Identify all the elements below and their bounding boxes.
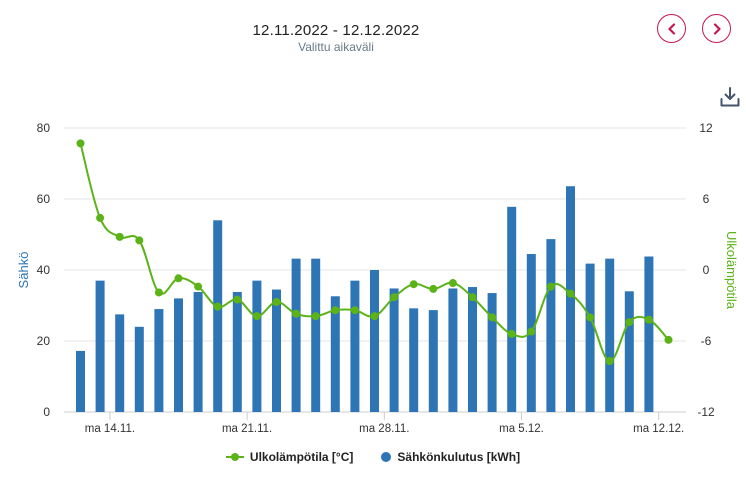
data-bar	[468, 287, 477, 412]
temperature-point	[468, 293, 477, 302]
temperature-point	[507, 329, 516, 338]
data-bar	[252, 280, 262, 412]
left-tick-label: 0	[43, 405, 50, 419]
data-bar	[566, 186, 575, 412]
temperature-point	[115, 232, 124, 241]
left-tick-label: 40	[37, 263, 51, 277]
temperature-point	[390, 293, 399, 302]
x-tick-label: ma 21.11.	[222, 423, 272, 435]
axes: 0 20 40 60 80 -12 -6 0 6 12 ma 14.11. ma 21.11. ma 2…	[37, 121, 715, 435]
left-tick-label: 60	[37, 192, 51, 206]
temperature-point	[252, 312, 261, 321]
previous-period-button[interactable]	[657, 14, 686, 43]
right-tick-label: -12	[697, 405, 715, 419]
x-tick-label: ma 28.11.	[359, 423, 409, 435]
temperature-point	[154, 288, 163, 297]
legend-item-temperature[interactable]: Ulkolämpötila [°C]	[225, 450, 354, 464]
temperature-point	[644, 315, 653, 324]
temperature-point	[76, 139, 85, 148]
data-bar	[134, 326, 144, 412]
temperature-point	[174, 274, 183, 283]
right-tick-label: 0	[703, 263, 710, 277]
data-bar	[370, 270, 379, 412]
data-bar	[272, 289, 281, 412]
chevron-left-icon	[667, 22, 675, 35]
chart-header: 12.11.2022 - 12.12.2022 Valittu aikaväli	[0, 22, 672, 54]
data-bar	[193, 292, 203, 412]
temperature-point	[96, 213, 105, 222]
temperature-point	[586, 313, 595, 322]
bar-marker-icon	[381, 452, 392, 462]
bar-series	[76, 186, 654, 412]
left-axis-title: Sähkö	[16, 252, 31, 289]
legend-label-consumption: Sähkönkulutus [kWh]	[397, 450, 521, 464]
data-bar	[115, 314, 125, 412]
data-bar	[605, 258, 615, 412]
temperature-point	[194, 282, 203, 291]
temperature-point	[233, 295, 242, 304]
temperature-point	[448, 279, 457, 288]
download-icon	[720, 87, 740, 107]
data-bar	[311, 258, 321, 412]
temperature-point	[350, 306, 359, 315]
temperature-point	[527, 327, 536, 336]
legend-label-temperature: Ulkolämpötila [°C]	[249, 450, 354, 464]
left-tick-label: 80	[37, 121, 51, 135]
temperature-point	[331, 306, 340, 315]
line-series	[76, 139, 673, 366]
data-bar	[585, 263, 595, 412]
temperature-point	[488, 313, 497, 322]
x-tick-label: ma 12.12.	[633, 423, 684, 435]
data-bar	[232, 292, 242, 412]
chevron-right-icon	[713, 22, 721, 35]
data-bar	[95, 280, 105, 412]
data-bar	[154, 309, 164, 412]
right-tick-label: -6	[701, 334, 712, 348]
data-bar	[174, 298, 183, 412]
next-period-button[interactable]	[702, 14, 731, 43]
date-range-title: 12.11.2022 - 12.12.2022	[252, 22, 420, 39]
temperature-point	[605, 357, 614, 366]
x-tick-label: ma 5.12.	[499, 423, 544, 435]
temperature-point	[546, 282, 555, 291]
temperature-point	[292, 309, 301, 318]
download-button[interactable]	[719, 86, 741, 108]
left-tick-label: 20	[37, 334, 51, 348]
temperature-point	[213, 302, 222, 311]
x-tick-label: ma 14.11.	[85, 423, 135, 435]
right-tick-label: 6	[703, 192, 710, 206]
data-bar	[330, 296, 340, 412]
data-bar	[644, 256, 654, 412]
data-bar	[350, 280, 360, 412]
data-bar	[546, 239, 556, 412]
data-bar	[487, 293, 497, 412]
temperature-point	[272, 297, 281, 306]
temperature-point	[625, 318, 634, 327]
temperature-point	[370, 312, 379, 321]
temperature-point	[566, 289, 575, 298]
temperature-point	[135, 236, 144, 245]
data-bar	[624, 291, 634, 412]
temperature-point	[409, 280, 418, 289]
data-bar	[76, 350, 85, 412]
data-bar	[389, 288, 399, 412]
chart-area: 0 20 40 60 80 -12 -6 0 6 12 ma 14.11. ma 21.11. ma 2…	[16, 121, 739, 435]
date-range-subtitle: Valittu aikaväli	[298, 40, 374, 54]
data-bar	[409, 308, 419, 412]
temperature-point	[429, 284, 438, 293]
temperature-point	[311, 312, 320, 321]
data-bar	[507, 206, 517, 412]
right-tick-label: 12	[699, 121, 713, 135]
line-marker-icon	[225, 453, 244, 461]
temperature-point	[664, 335, 673, 344]
right-axis-title: Ulkolämpötila	[724, 231, 739, 310]
data-bar	[448, 288, 458, 412]
data-bar	[428, 310, 438, 412]
data-bar	[213, 220, 223, 412]
data-bar	[291, 258, 301, 412]
legend-item-consumption[interactable]: Sähkönkulutus [kWh]	[381, 450, 520, 464]
legend: Ulkolämpötila [°C] Sähkönkulutus [kWh]	[0, 450, 746, 464]
